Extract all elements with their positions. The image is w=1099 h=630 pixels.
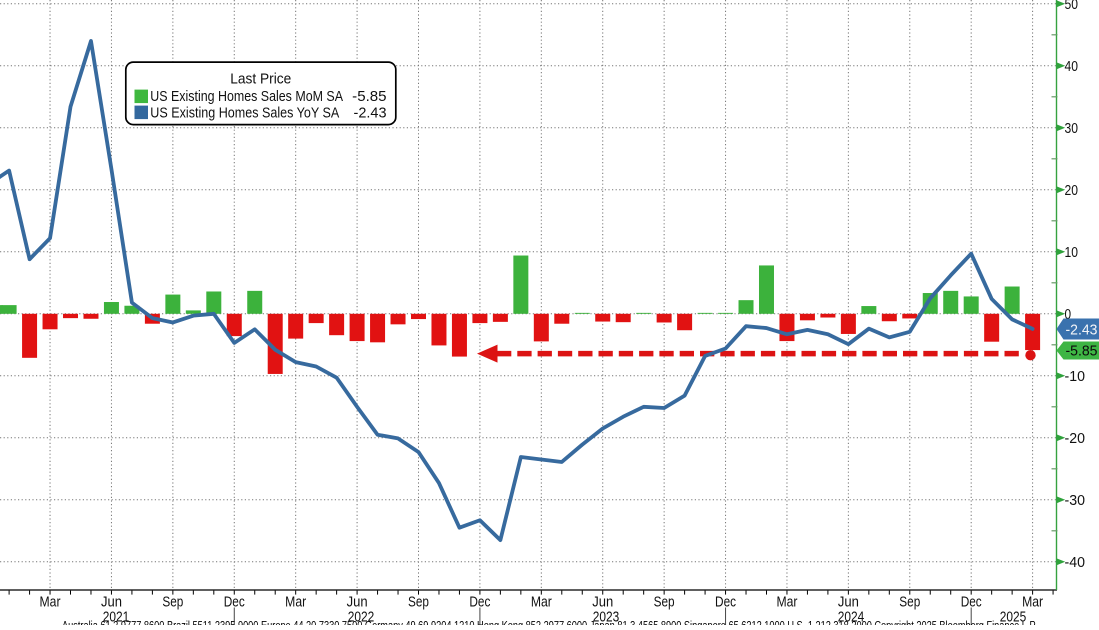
svg-text:Mar: Mar xyxy=(40,595,61,611)
svg-text:Sep: Sep xyxy=(162,595,183,611)
svg-text:Sep: Sep xyxy=(899,595,920,611)
svg-text:Sep: Sep xyxy=(408,595,429,611)
svg-text:Mar: Mar xyxy=(776,595,797,611)
svg-text:Mar: Mar xyxy=(285,595,306,611)
svg-text:Jun: Jun xyxy=(347,595,368,611)
svg-text:30: 30 xyxy=(1065,121,1079,137)
svg-text:Last Price: Last Price xyxy=(230,71,291,88)
svg-text:-40: -40 xyxy=(1065,555,1086,571)
svg-text:10: 10 xyxy=(1065,245,1079,261)
svg-text:Jun: Jun xyxy=(101,595,122,611)
svg-text:US Existing Homes Sales YoY SA: US Existing Homes Sales YoY SA xyxy=(150,104,339,121)
svg-text:Jun: Jun xyxy=(592,595,613,611)
svg-text:-5.85: -5.85 xyxy=(352,88,386,105)
svg-text:-10: -10 xyxy=(1065,369,1086,385)
svg-text:-30: -30 xyxy=(1065,493,1086,509)
svg-text:-20: -20 xyxy=(1065,431,1086,447)
svg-text:40: 40 xyxy=(1065,59,1079,75)
svg-text:-5.85: -5.85 xyxy=(1066,343,1098,360)
svg-text:Mar: Mar xyxy=(1022,595,1043,611)
svg-text:-2.43: -2.43 xyxy=(354,104,387,121)
svg-text:Australia 61 2 9777 8600 Brazi: Australia 61 2 9777 8600 Brazil 5511 239… xyxy=(62,621,1037,626)
svg-text:Mar: Mar xyxy=(531,595,552,611)
svg-text:Sep: Sep xyxy=(654,595,675,611)
svg-text:20: 20 xyxy=(1065,183,1079,199)
svg-text:Jun: Jun xyxy=(838,595,859,611)
svg-text:-2.43: -2.43 xyxy=(1066,322,1098,339)
svg-text:US Existing Homes Sales MoM SA: US Existing Homes Sales MoM SA xyxy=(150,88,343,105)
svg-text:50: 50 xyxy=(1065,0,1079,13)
